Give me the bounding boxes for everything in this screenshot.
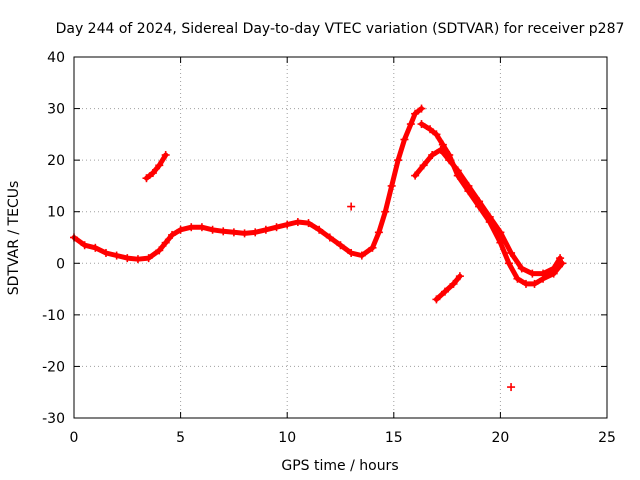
data-point-marker <box>208 225 217 234</box>
data-point-marker <box>133 255 142 264</box>
data-point-marker <box>426 125 435 134</box>
plot-frame <box>73 56 608 419</box>
data-point-marker <box>445 156 454 165</box>
data-point-marker <box>229 228 238 237</box>
data-point-marker <box>293 218 302 227</box>
data-point-marker <box>123 254 132 263</box>
data-point-marker <box>197 223 206 232</box>
data-point-marker <box>394 156 403 165</box>
data-point-marker <box>507 383 516 392</box>
data-point-marker <box>453 166 462 175</box>
data-point-marker <box>272 223 281 232</box>
data-point-marker <box>161 238 170 247</box>
x-tick-label: 20 <box>491 430 509 446</box>
data-point-marker <box>251 228 260 237</box>
data-point-marker <box>240 229 249 238</box>
data-point-marker <box>176 225 185 234</box>
data-point-marker <box>419 161 428 170</box>
data-point-marker <box>440 287 449 296</box>
data-point-marker <box>411 109 420 118</box>
data-point-marker <box>455 272 464 281</box>
data-point-marker <box>513 274 522 283</box>
data-point-marker <box>155 161 164 170</box>
data-point-marker <box>315 225 324 234</box>
x-axis-ticks: 0 5 10 15 20 25 <box>70 57 616 446</box>
data-point-marker <box>464 181 473 190</box>
y-axis-label: SDTVAR / TECUs <box>6 181 22 296</box>
x-tick-label: 25 <box>598 430 616 446</box>
data-point-marker <box>485 212 494 221</box>
data-point-marker <box>347 202 356 211</box>
data-point-marker <box>400 135 409 144</box>
data-point-marker <box>325 233 334 242</box>
data-point-marker <box>347 248 356 257</box>
data-point-marker <box>387 181 396 190</box>
plot-area <box>70 104 567 392</box>
y-tick-label: -30 <box>42 411 65 427</box>
data-point-marker <box>283 220 292 229</box>
series-late-dip <box>433 273 463 302</box>
data-point-marker <box>112 251 121 260</box>
data-point-marker <box>381 207 390 216</box>
y-tick-label: -20 <box>42 359 65 375</box>
x-tick-label: 0 <box>70 430 79 446</box>
series-main-track <box>71 106 424 262</box>
y-tick-label: 10 <box>47 205 65 221</box>
data-point-marker <box>417 120 426 129</box>
data-point-marker <box>432 295 441 304</box>
data-point-marker <box>417 104 426 113</box>
y-tick-label: 40 <box>47 50 65 66</box>
data-point-marker <box>449 279 458 288</box>
data-point-marker <box>411 171 420 180</box>
x-tick-label: 5 <box>176 430 185 446</box>
data-point-marker <box>517 264 526 273</box>
data-point-marker <box>168 230 177 239</box>
data-point-marker <box>304 219 313 228</box>
data-point-marker <box>148 169 157 178</box>
data-point-marker <box>475 197 484 206</box>
data-point-marker <box>507 248 516 257</box>
y-axis-ticks: -30 -20 -10 0 10 20 30 40 <box>42 50 607 427</box>
data-point-marker <box>521 279 530 288</box>
data-point-marker <box>144 254 153 263</box>
data-point-marker <box>80 241 89 250</box>
data-point-marker <box>556 254 565 263</box>
data-point-marker <box>374 228 383 237</box>
data-point-marker <box>261 225 270 234</box>
y-tick-label: 0 <box>56 256 65 272</box>
data-point-marker <box>428 150 437 159</box>
data-point-marker <box>357 251 366 260</box>
data-point-marker <box>530 279 539 288</box>
data-point-marker <box>406 120 415 129</box>
data-point-marker <box>436 145 445 154</box>
data-point-marker <box>161 150 170 159</box>
data-point-marker <box>504 259 513 268</box>
data-point-marker <box>187 223 196 232</box>
x-tick-label: 15 <box>385 430 403 446</box>
grid-lines <box>74 57 607 418</box>
data-point-marker <box>496 228 505 237</box>
chart-title: Day 244 of 2024, Sidereal Day-to-day VTE… <box>56 21 625 37</box>
data-point-marker <box>432 130 441 139</box>
data-point-marker <box>528 269 537 278</box>
x-tick-label: 10 <box>278 430 296 446</box>
y-tick-label: -10 <box>42 308 65 324</box>
data-point-marker <box>368 243 377 252</box>
data-point-marker <box>539 269 548 278</box>
data-point-marker <box>91 243 100 252</box>
y-tick-label: 30 <box>47 102 65 118</box>
data-point-marker <box>438 140 447 149</box>
data-point-marker <box>336 241 345 250</box>
data-point-marker <box>101 248 110 257</box>
data-point-marker <box>219 227 228 236</box>
series-early-arc <box>144 152 169 181</box>
data-point-marker <box>549 264 558 273</box>
data-point-marker <box>155 246 164 255</box>
y-tick-label: 20 <box>47 153 65 169</box>
data-point-marker <box>142 174 151 183</box>
series-lower-branch <box>412 147 563 277</box>
x-axis-label: GPS time / hours <box>281 458 398 474</box>
